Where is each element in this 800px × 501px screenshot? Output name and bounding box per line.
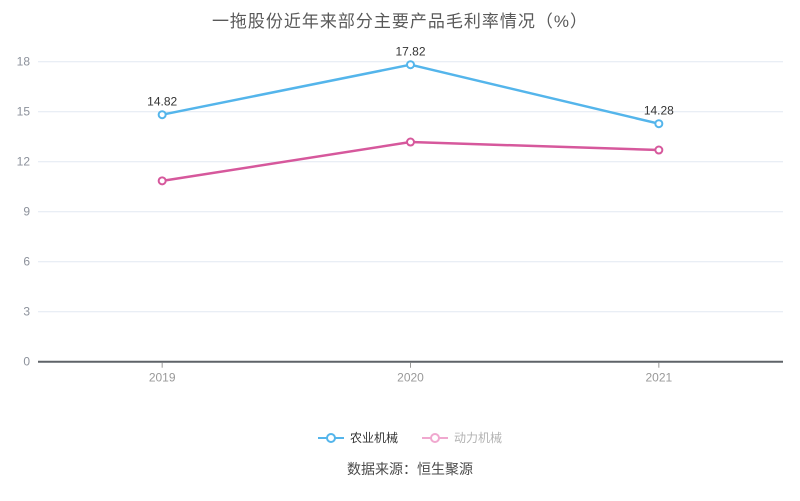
legend-item-agricultural-machinery[interactable]: 农业机械 [317,429,398,446]
data-point[interactable] [406,137,415,147]
x-axis-tick-label: 2019 [149,371,176,385]
y-axis-tick-label: 6 [23,255,30,269]
data-point[interactable] [654,119,664,129]
y-axis-tick-label: 12 [17,155,31,169]
data-point[interactable] [157,176,167,186]
chart-title: 一拖股份近年来部分主要产品毛利率情况（%） [211,12,589,31]
legend-label: 农业机械 [349,431,398,445]
line-marker-icon [317,432,344,444]
y-axis-tick-label: 15 [17,105,31,119]
line-chart: 0 3 6 9 12 15 18 2019 2020 2021 14.82 17.82 14.28 [17,45,783,385]
series-line-0 [161,63,660,125]
line-marker-icon [422,432,448,444]
data-source-text: 数据来源：恒生聚源 [347,461,473,477]
x-axis-tick-label: 2021 [645,371,672,385]
legend-label: 动力机械 [454,431,503,445]
data-point-label: 14.28 [644,104,674,118]
legend-item-power-machinery[interactable]: 动力机械 [422,429,502,446]
data-point[interactable] [654,145,664,155]
y-axis-tick-label: 18 [17,55,31,69]
data-point-label: 17.82 [395,45,425,59]
data-point[interactable] [406,60,415,70]
data-point[interactable] [157,110,167,120]
y-axis-tick-label: 0 [23,355,30,369]
x-axis-tick-label: 2020 [397,371,424,385]
y-axis-tick-label: 9 [23,205,30,219]
y-axis-tick-label: 3 [23,305,30,319]
data-point-label: 14.82 [147,95,177,109]
chart-legend: 农业机械 动力机械 [10,429,800,446]
